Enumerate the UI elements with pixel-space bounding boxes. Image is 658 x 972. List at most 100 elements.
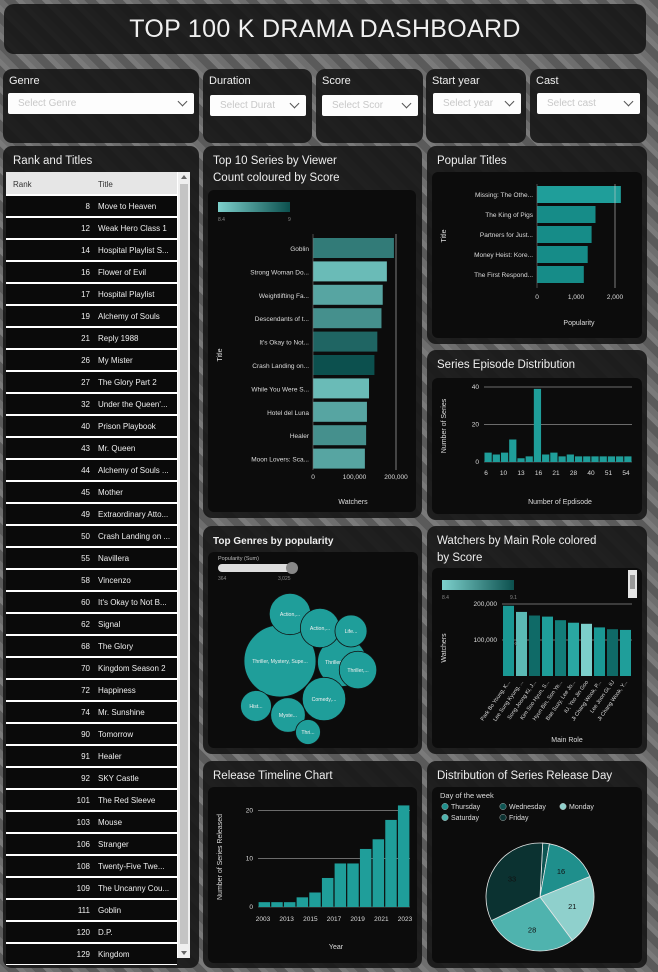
scrollbar-thumb[interactable] [180, 184, 188, 944]
top10-bar[interactable] [313, 238, 394, 258]
table-row[interactable]: 45 Mother [6, 482, 177, 503]
role-bar[interactable] [503, 605, 514, 676]
table-row[interactable]: 101 The Red Sleeve [6, 790, 177, 811]
table-row[interactable]: 21 Reply 1988 [6, 328, 177, 349]
table-row[interactable]: 32 Under the Queen'... [6, 394, 177, 415]
table-row[interactable]: 19 Alchemy of Souls [6, 306, 177, 327]
episode-bar[interactable] [500, 452, 509, 462]
role-bar[interactable] [529, 615, 540, 676]
legend-item-label[interactable]: Saturday [451, 815, 480, 822]
timeline-bar[interactable] [385, 819, 397, 907]
cast-select[interactable]: Select cast [537, 93, 640, 114]
episode-bar[interactable] [566, 454, 574, 463]
slider-handle[interactable] [286, 562, 298, 574]
table-row[interactable]: 72 Happiness [6, 680, 177, 701]
episode-bar[interactable] [509, 439, 517, 463]
table-row[interactable]: 27 The Glory Part 2 [6, 372, 177, 393]
table-row[interactable]: 68 The Glory [6, 636, 177, 657]
episode-bar[interactable] [517, 458, 525, 462]
table-row[interactable]: 14 Hospital Playlist S... [6, 240, 177, 261]
start-year-select[interactable]: Select year [433, 93, 521, 114]
episode-bar[interactable] [591, 456, 599, 462]
table-row[interactable]: 17 Hospital Playlist [6, 284, 177, 305]
episode-bar[interactable] [607, 456, 616, 462]
table-row[interactable]: 111 Goblin [6, 900, 177, 921]
episode-bar[interactable] [599, 456, 607, 462]
genre-bubble[interactable] [301, 676, 347, 722]
table-row[interactable]: 49 Extraordinary Atto... [6, 504, 177, 525]
role-bar[interactable] [620, 629, 631, 676]
timeline-bar[interactable] [258, 902, 271, 907]
table-row[interactable]: 90 Tomorrow [6, 724, 177, 745]
top10-bar[interactable] [313, 355, 375, 375]
table-row[interactable]: 50 Crash Landing on ... [6, 526, 177, 547]
table-row[interactable]: 43 Mr. Queen [6, 438, 177, 459]
table-row[interactable]: 16 Flower of Evil [6, 262, 177, 283]
episode-bar[interactable] [550, 452, 558, 462]
timeline-bar[interactable] [359, 848, 372, 907]
episode-bar[interactable] [492, 454, 500, 463]
table-row[interactable]: 74 Mr. Sunshine [6, 702, 177, 723]
scrollbar-thumb[interactable] [630, 575, 635, 589]
genre-select[interactable]: Select Genre [8, 93, 194, 114]
popular-bar[interactable] [537, 206, 596, 223]
legend-item-label[interactable]: Thursday [451, 804, 481, 811]
episode-bar[interactable] [624, 456, 632, 462]
timeline-bar[interactable] [347, 863, 359, 907]
role-bar[interactable] [555, 620, 566, 676]
episode-bar[interactable] [542, 454, 550, 463]
role-bar[interactable] [568, 622, 579, 676]
scroll-up-icon[interactable] [181, 175, 187, 179]
top10-bar[interactable] [313, 261, 387, 282]
genre-bubble[interactable] [270, 697, 306, 733]
table-row[interactable]: 109 The Uncanny Cou... [6, 878, 177, 899]
table-row[interactable]: 92 SKY Castle [6, 768, 177, 789]
table-row[interactable]: 55 Navillera [6, 548, 177, 569]
episode-bar[interactable] [574, 456, 583, 462]
timeline-bar[interactable] [334, 863, 347, 907]
scroll-down-icon[interactable] [181, 951, 187, 955]
genre-bubble[interactable] [295, 719, 321, 745]
table-row[interactable]: 26 My Mister [6, 350, 177, 371]
table-row[interactable]: 70 Kingdom Season 2 [6, 658, 177, 679]
column-header-rank[interactable]: Rank [13, 180, 32, 189]
legend-item-label[interactable]: Monday [569, 804, 594, 811]
popular-bar[interactable] [537, 226, 592, 243]
episode-bar[interactable] [616, 456, 624, 462]
pie-slice[interactable] [539, 843, 591, 898]
legend-item-label[interactable]: Friday [509, 815, 529, 822]
table-row[interactable]: 91 Healer [6, 746, 177, 767]
role-bar[interactable] [516, 611, 527, 676]
top10-bar[interactable] [313, 378, 370, 399]
top10-bar[interactable] [313, 401, 367, 422]
top10-bar[interactable] [313, 448, 365, 469]
episode-bar[interactable] [558, 456, 566, 462]
table-row[interactable]: 60 It's Okay to Not B... [6, 592, 177, 613]
popularity-slider-track[interactable] [218, 564, 296, 572]
genre-bubble[interactable] [240, 690, 272, 722]
pie-slice[interactable] [485, 842, 544, 922]
table-row[interactable]: 44 Alchemy of Souls ... [6, 460, 177, 481]
top10-bar[interactable] [313, 308, 382, 329]
pie-slice[interactable] [490, 896, 573, 952]
timeline-bar[interactable] [283, 902, 296, 907]
timeline-bar[interactable] [309, 892, 321, 907]
popular-bar[interactable] [537, 246, 588, 263]
table-row[interactable]: 8 Move to Heaven [6, 196, 177, 217]
top10-bar[interactable] [313, 425, 367, 446]
table-row[interactable]: 108 Twenty-Five Twe... [6, 856, 177, 877]
genre-bubble[interactable] [334, 614, 368, 648]
role-bar[interactable] [594, 627, 605, 676]
table-row[interactable]: 62 Signal [6, 614, 177, 635]
timeline-bar[interactable] [271, 902, 283, 907]
top10-bar[interactable] [313, 331, 378, 352]
pie-slice[interactable] [539, 875, 595, 941]
genre-bubble[interactable] [338, 650, 378, 690]
timeline-bar[interactable] [296, 897, 309, 907]
chevron-left-icon[interactable]: ‹ [514, 638, 517, 649]
duration-select[interactable]: Select Durat [210, 95, 306, 116]
role-bar[interactable] [542, 616, 553, 676]
table-row[interactable]: 129 Kingdom [6, 944, 177, 965]
episode-bar[interactable] [583, 456, 591, 462]
table-scrollbar[interactable] [178, 172, 190, 958]
